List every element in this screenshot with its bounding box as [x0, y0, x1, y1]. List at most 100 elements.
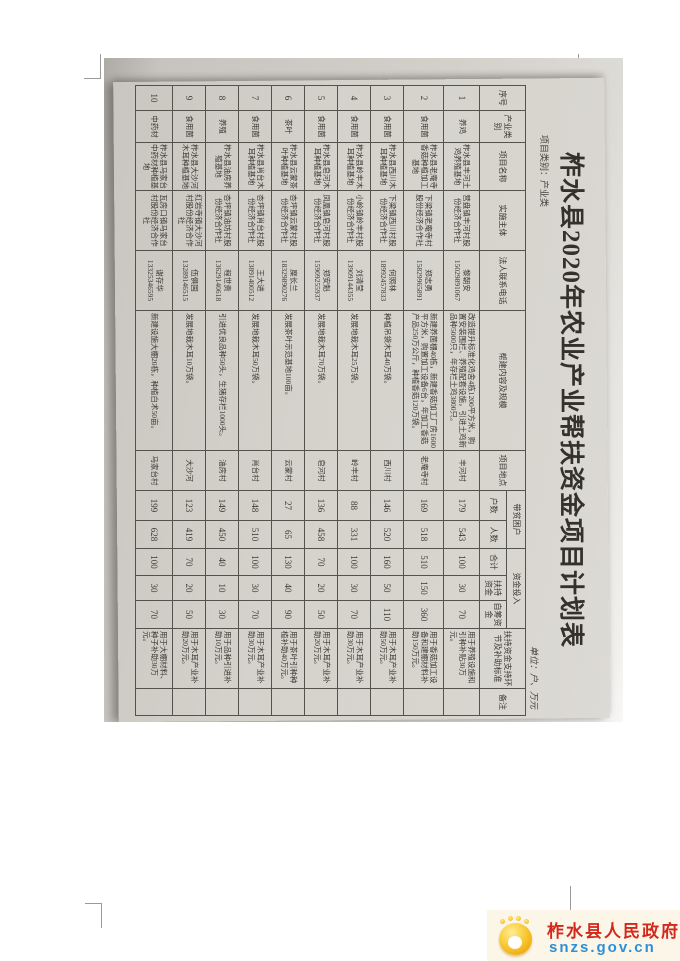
cell-project: 柞水县云蒙茶叶种植基地 [271, 142, 305, 191]
table-row: 2 食用菌 柞水县老庵寺香菇种植加工基地 下梁镇老庵寺村股份经济合作社 郑志勇 15829… [403, 85, 444, 716]
cell-total: 510 [403, 548, 444, 576]
table-row: 3 食用菌 柞水县西川木耳种植基地 下梁镇西川村股份经济合作社 何照林 189924578… [370, 85, 404, 716]
crop-mark-bottom-left-h [85, 903, 102, 904]
document-meta: 项目类别：产业类 单位：户、万元 [526, 85, 552, 715]
cell-location: 肖台村 [238, 450, 272, 491]
cell-no: 4 [337, 85, 371, 111]
table-row: 1 养鸡 柞水县丰河土鸡养殖基地 营盘镇丰河村股份经济合作社 黎朝安 1502989106… [443, 85, 480, 716]
cell-support-fund: 30 [135, 575, 173, 601]
header-households: 户数 [479, 490, 507, 521]
cell-remark [135, 688, 173, 716]
cell-self-fund: 50 [304, 600, 338, 629]
contact-phone: 18992457833 [379, 259, 388, 302]
table-row: 9 食用菌 柞水县大沙河木耳种植基地 红岩寺镇大沙河村股份经济合作社 伍俱国 132891… [172, 85, 206, 716]
cell-people: 543 [443, 520, 480, 549]
cell-households: 199 [135, 490, 173, 521]
contact-name: 程世贵 [222, 269, 232, 292]
table-body: 1 养鸡 柞水县丰河土鸡养殖基地 营盘镇丰河村股份经济合作社 黎朝安 1502989106… [135, 85, 480, 716]
cell-entity: 杏坪镇肖台村股份经济合作社 [238, 190, 272, 251]
table-row: 4 食用菌 柞水县岭丰木耳种植基地 小岭镇岭丰村股份经济合作社 刘清莹 139091443… [337, 85, 371, 716]
cell-contact: 黎朝安 15029891067 [443, 250, 480, 311]
cell-usage: 用于木耳产业补助20万元。 [172, 628, 206, 689]
cell-remark [304, 688, 338, 716]
cell-remark [238, 688, 272, 716]
cell-remark [172, 688, 206, 716]
cell-location: 岭丰村 [337, 450, 371, 491]
cell-remark [403, 688, 444, 716]
header-serial: 序号 [479, 85, 526, 111]
header-self-fund: 自筹资金 [479, 600, 507, 629]
cell-contact: 何照林 18992457833 [370, 250, 404, 311]
cell-category: 食用菌 [403, 110, 444, 143]
cell-households: 169 [403, 490, 444, 521]
cell-contact: 谢存华 13325346595 [135, 250, 173, 311]
cell-category: 养殖 [205, 110, 239, 143]
cell-location: 油房村 [205, 450, 239, 491]
header-contact: 法人联系电话 [479, 250, 526, 311]
cell-support-fund: 150 [403, 575, 444, 601]
contact-phone: 13325346595 [146, 259, 155, 302]
table-row: 6 茶叶 柞水县云蒙茶叶种植基地 杏坪镇云蒙村股份经济合作社 糜长兰 1832989027… [271, 85, 305, 716]
cell-total: 160 [370, 548, 404, 576]
cell-no: 7 [238, 85, 272, 111]
table-row: 10 中药材 柞水县马家台中药材种植基地 瓦房口镇马家台村股份经济合作社 谢存华 1332… [135, 85, 173, 716]
cell-self-fund: 50 [172, 600, 206, 629]
cell-no: 10 [135, 85, 173, 111]
cell-households: 136 [304, 490, 338, 521]
cell-contact: 伍俱国 13289146515 [172, 250, 206, 311]
table-row: 7 食用菌 柞水县肖台木耳种植基地 杏坪镇肖台村股份经济合作社 王大进 138914005… [238, 85, 272, 716]
cell-self-fund: 30 [205, 600, 239, 629]
cell-usage: 用于品种引进补助10万元。 [205, 628, 239, 689]
cell-usage: 用于大棚材料、种子补助30万元。 [135, 628, 173, 689]
contact-phone: 15829965891 [415, 259, 425, 302]
cell-project: 柞水县大沙河木耳种植基地 [172, 142, 206, 191]
cell-category: 食用菌 [172, 110, 206, 143]
cell-support-fund: 20 [172, 575, 206, 601]
header-content: 帮建内容及规模 [479, 310, 526, 451]
cell-support-fund: 30 [337, 575, 371, 601]
gov-name: 柞水县人民政府 [547, 922, 680, 941]
cell-category: 食用菌 [238, 110, 272, 143]
cell-no: 3 [370, 85, 404, 111]
crop-mark-top-left-v [100, 54, 101, 79]
cell-households: 149 [205, 490, 239, 521]
cell-usage: 用于木耳产业补助30万元。 [238, 628, 272, 689]
cell-households: 179 [443, 490, 480, 521]
cell-project: 柞水县老庵寺香菇种植加工基地 [403, 142, 444, 191]
cell-people: 510 [238, 520, 272, 549]
cell-usage: 用于养殖设施和引种补贴30万元。 [443, 628, 480, 689]
contact-phone: 15029891067 [453, 259, 463, 302]
cell-people: 65 [271, 520, 305, 549]
contact-name: 糜长兰 [288, 269, 298, 292]
cell-households: 146 [370, 490, 404, 521]
contact-phone: 13891400512 [247, 259, 256, 302]
table-row: 5 食用菌 柞水县皂河木耳种植基地 凤凰镇皂河村股份经济合作社 郑安魁 159092559… [304, 85, 338, 716]
cell-project: 柞水县岭丰木耳种植基地 [337, 142, 371, 191]
cell-households: 148 [238, 490, 272, 521]
cell-contact: 程世贵 13629140618 [205, 250, 239, 311]
cell-content: 发展地栽木耳50万袋。 [238, 310, 272, 451]
cell-location: 老庵寺村 [403, 450, 444, 491]
cell-entity: 凤凰镇皂河村股份经济合作社 [304, 190, 338, 251]
cell-entity: 杏坪镇油坊村股份经济合作社 [205, 190, 239, 251]
cell-no: 8 [205, 85, 239, 111]
cell-households: 27 [271, 490, 305, 521]
cell-project: 柞水县马家台中药材种植基地 [135, 142, 173, 191]
header-project: 项目名称 [479, 142, 526, 191]
cell-support-fund: 50 [370, 575, 404, 601]
cell-people: 450 [205, 520, 239, 549]
header-entity: 实施主体 [479, 190, 526, 251]
header-remark: 备注 [479, 688, 526, 716]
cell-total: 70 [172, 548, 206, 576]
cell-total: 70 [304, 548, 338, 576]
cell-total: 100 [135, 548, 173, 576]
cell-total: 100 [238, 548, 272, 576]
cell-remark [205, 688, 239, 716]
cell-self-fund: 360 [403, 600, 444, 629]
cell-support-fund: 30 [238, 575, 272, 601]
cell-no: 2 [403, 85, 444, 111]
cell-entity: 红岩寺镇大沙河村股份经济合作社 [172, 190, 206, 251]
gov-logo-panel: 柞水县人民政府 snzs.gov.cn [487, 910, 680, 961]
cell-usage: 用于木耳产业补助30万元。 [337, 628, 371, 689]
cell-project: 柞水县西川木耳种植基地 [370, 142, 404, 191]
